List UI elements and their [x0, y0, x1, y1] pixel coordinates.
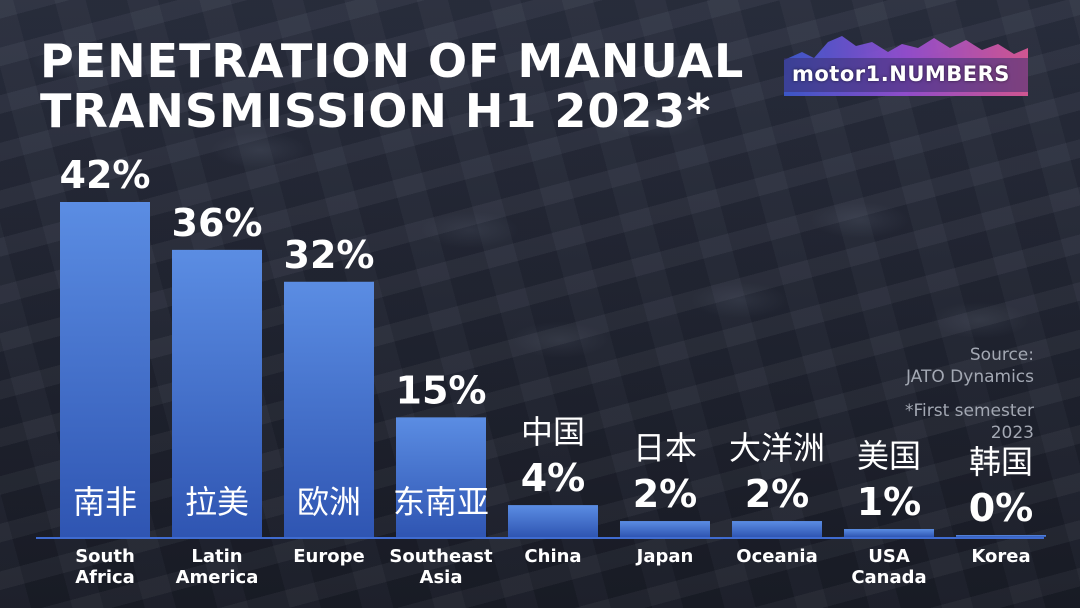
logo-text-numbers: .NUMBERS: [880, 62, 1010, 86]
bar-4: [508, 505, 598, 537]
logo-text-one: 1: [865, 62, 881, 86]
value-label-0: 42%: [60, 153, 151, 197]
local-label-7: 美国: [857, 438, 921, 474]
bar-2: [284, 281, 374, 537]
category-label-7-0: USA: [868, 546, 910, 567]
logo-text: motor1.NUMBERS: [792, 61, 1010, 87]
local-label-8: 韩国: [969, 444, 1033, 480]
local-label-4: 中国: [521, 414, 585, 450]
value-label-2: 32%: [284, 233, 375, 277]
bar-3: [396, 417, 486, 537]
bar-5: [620, 521, 710, 537]
footnote-line1: *First semester: [905, 401, 1034, 421]
category-label-0-1: Africa: [75, 567, 135, 588]
value-label-6: 2%: [745, 472, 810, 516]
category-label-8-0: Korea: [971, 546, 1030, 567]
value-label-8: 0%: [969, 486, 1034, 530]
local-label-5: 日本: [633, 430, 697, 466]
category-label-4-0: China: [524, 546, 581, 567]
bar-8: [956, 535, 1046, 537]
category-label-1-0: Latin: [191, 546, 242, 567]
value-label-7: 1%: [857, 480, 922, 524]
category-label-2-0: Europe: [293, 546, 364, 567]
source-notes: Source: JATO Dynamics *First semester 20…: [905, 344, 1034, 444]
category-label-5-0: Japan: [635, 546, 694, 567]
category-label-7-1: Canada: [851, 567, 926, 588]
local-label-3: 东南亚: [393, 484, 489, 520]
value-label-4: 4%: [521, 456, 586, 500]
bar-1: [172, 249, 262, 537]
motor1-numbers-logo: motor1.NUMBERS: [784, 30, 1028, 96]
chart-title: PENETRATION OF MANUAL TRANSMISSION H1 20…: [40, 34, 745, 138]
logo-mountain-graphic: [784, 36, 1028, 96]
local-label-0: 南非: [73, 484, 137, 520]
footnote-line2: 2023: [990, 423, 1034, 443]
category-label-3-1: Asia: [420, 567, 463, 588]
local-label-6: 大洋洲: [729, 430, 825, 466]
category-label-6-0: Oceania: [736, 546, 817, 567]
bar-6: [732, 521, 822, 537]
value-label-3: 15%: [396, 368, 487, 412]
value-label-1: 36%: [172, 201, 263, 245]
category-label-3-0: Southeast: [389, 546, 493, 567]
bar-0: [60, 202, 150, 537]
source-label: Source:: [969, 345, 1034, 365]
category-label-0-0: South: [75, 546, 135, 567]
local-label-2: 欧洲: [297, 484, 361, 520]
category-label-1-1: America: [176, 567, 259, 588]
source-name: JATO Dynamics: [905, 367, 1034, 387]
value-label-5: 2%: [633, 472, 698, 516]
bar-7: [844, 529, 934, 537]
local-label-1: 拉美: [185, 484, 249, 520]
logo-text-motor: motor: [792, 62, 866, 86]
